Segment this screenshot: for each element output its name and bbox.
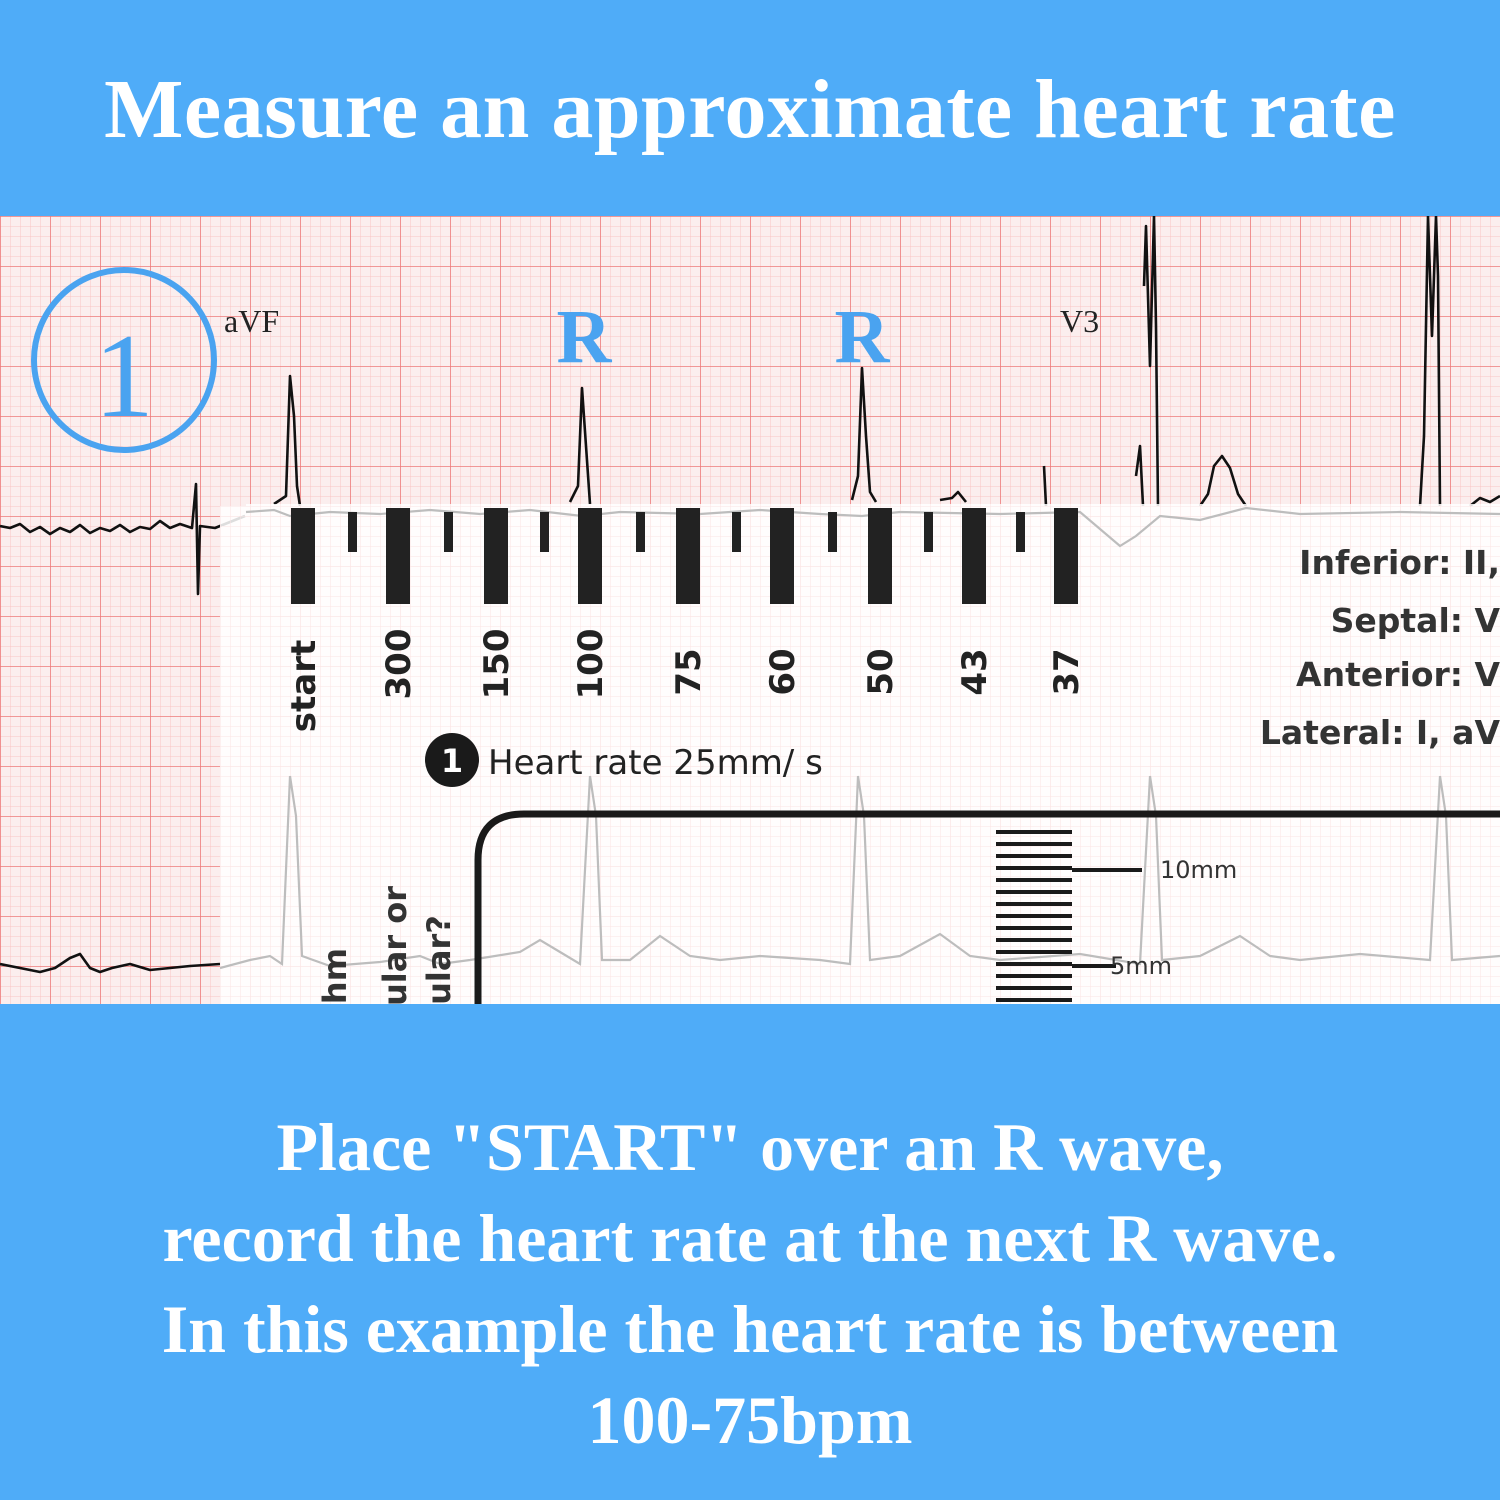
ecg-illustration: 1 aVF V3 R R [0,216,1500,1004]
tick-start [291,508,315,604]
lead-label-v3: V3 [1060,303,1099,339]
footer-band: Place "START" over an R wave, record the… [0,1004,1500,1500]
side-text-3: ular? [420,915,458,1004]
scale-label-300: 300 [379,629,419,700]
heading-number: 1 [441,742,463,780]
ecg-trace-behind-card [220,506,1500,970]
side-text-1: hm [316,948,354,1004]
ruler-heading: Heart rate 25mm/ s [488,743,823,783]
r-wave-label-second: R [835,295,891,379]
scale-label-43: 43 [955,648,995,695]
territory-septal: Septal: V [1331,601,1500,640]
scale-label-100: 100 [571,629,611,700]
territory-lateral: Lateral: I, aV [1260,713,1500,752]
scale-label-start: start [284,640,324,732]
tick-75 [676,508,700,604]
ecg-trace-lower [0,952,221,974]
tick-37 [1054,508,1078,604]
side-text-2: ular or [376,886,414,1004]
caption-line-1: Place "START" over an R wave, [276,1109,1224,1185]
calibration-ladder [996,830,1142,1002]
calibration-label-10mm: 10mm [1160,856,1237,884]
ruler-card: start 300 150 100 75 60 50 43 37 1 Heart… [220,504,1500,1004]
scale-label-150: 150 [477,629,517,700]
page-title: Measure an approximate heart rate [104,63,1396,156]
scale-label-75: 75 [669,648,709,695]
tick-60 [770,508,794,604]
ruler-frame [474,810,1500,1004]
step-marker-circle [31,267,217,453]
instruction-caption: Place "START" over an R wave, record the… [0,1102,1500,1466]
tick-50 [868,508,892,604]
caption-line-3: In this example the heart rate is betwee… [161,1291,1339,1367]
tick-100 [578,508,602,604]
territory-inferior: Inferior: II, [1299,543,1500,582]
step-number: 1 [94,309,154,442]
ecg-svg: 1 aVF V3 R R [0,216,1500,1004]
scale-label-60: 60 [763,648,803,695]
calibration-label-5mm: 5mm [1110,952,1172,980]
caption-line-2: record the heart rate at the next R wave… [162,1200,1338,1276]
caption-line-4: 100-75bpm [587,1382,913,1458]
heading-number-badge [425,733,479,787]
tick-150 [484,508,508,604]
ecg-trace-upper [0,216,1500,596]
r-wave-label-first: R [557,295,613,379]
tick-43 [962,508,986,604]
scale-labels: start 300 150 100 75 60 50 43 37 [284,629,1087,733]
scale-label-37: 37 [1047,648,1087,695]
lead-label-avf: aVF [224,303,279,339]
territory-anterior: Anterior: V [1296,655,1500,694]
scale-label-50: 50 [861,648,901,695]
territory-list: Inferior: II, Septal: V Anterior: V Late… [1260,543,1500,752]
tick-300 [386,508,410,604]
partial-side-text: hm ular or ular? [316,886,458,1004]
header-band: Measure an approximate heart rate [0,0,1500,216]
ruler-ticks [291,508,1078,604]
